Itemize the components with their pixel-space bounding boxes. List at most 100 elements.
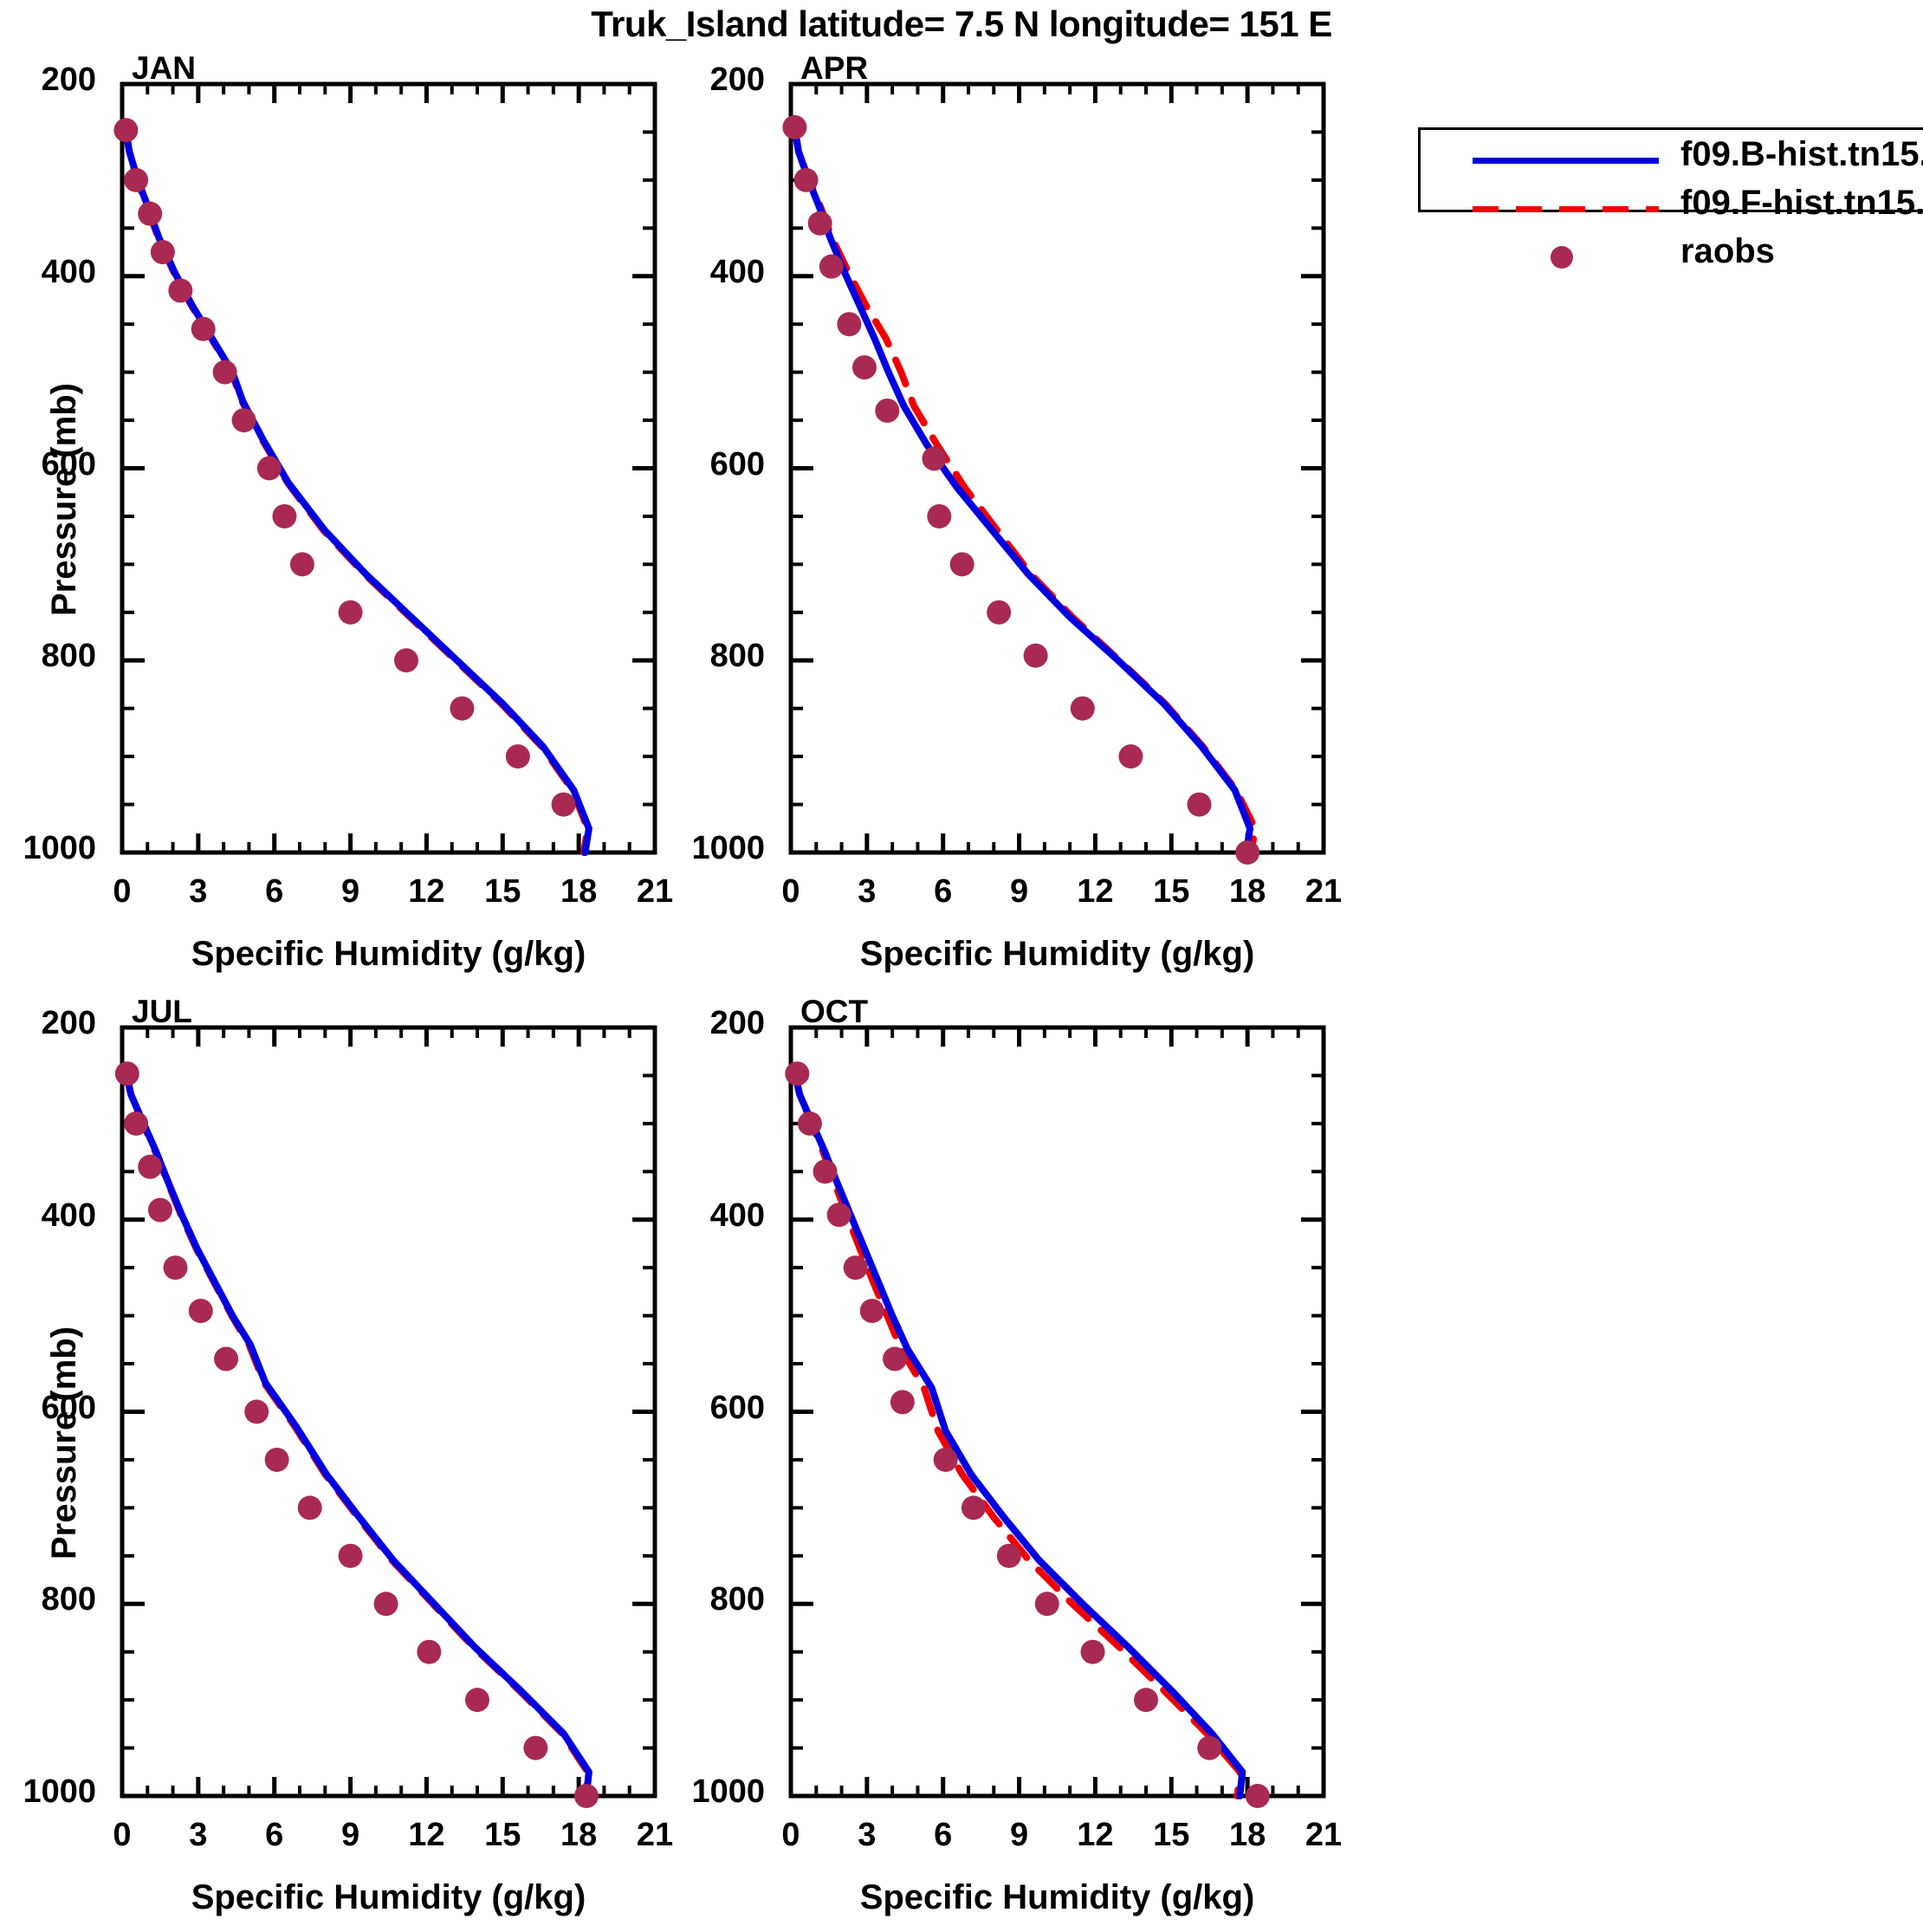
x-tick-label: 6 [934,1817,953,1853]
series-f-hist [790,119,1259,856]
x-tick-label: 15 [1153,873,1190,910]
x-tick-label: 0 [113,873,132,910]
legend-marker-icon [1551,246,1573,269]
raobs-marker [859,1299,884,1324]
y-tick-label: 1000 [23,830,96,866]
raobs-marker [1118,744,1143,769]
x-tick-label: 3 [858,873,877,910]
y-tick-label: 1000 [23,1773,96,1810]
raobs-marker [163,1255,188,1280]
x-tick-label: 3 [858,1817,877,1853]
raobs-marker [256,456,282,481]
raobs-marker [851,355,877,380]
x-tick-label: 0 [781,1817,800,1853]
y-tick-label: 200 [41,62,96,98]
raobs-marker [987,600,1012,625]
x-tick-label: 3 [189,873,208,910]
raobs-marker [465,1688,489,1713]
raobs-marker [124,167,149,192]
raobs-marker [933,1447,958,1472]
raobs-marker [837,312,862,337]
raobs-marker [212,360,237,385]
y-tick-label: 800 [709,1581,765,1618]
panel-plot-jul [114,1025,657,1808]
raobs-marker [1034,1592,1059,1617]
raobs-marker [505,744,530,769]
y-tick-label: 800 [41,638,96,675]
raobs-marker [188,1299,213,1324]
series-f-hist [121,121,592,856]
raobs-marker [150,240,175,265]
raobs-marker [996,1543,1021,1568]
x-tick-label: 18 [1229,873,1266,910]
legend-label: raobs [1680,232,1775,270]
x-axis-title: Specific Humidity (g/kg) [859,935,1255,973]
raobs-marker [875,398,900,423]
x-tick-label: 12 [1077,1817,1114,1853]
raobs-marker [191,316,216,341]
raobs-marker [890,1390,915,1415]
x-tick-label: 18 [1229,1817,1266,1853]
x-tick-label: 3 [189,1817,208,1853]
raobs-marker [797,1111,822,1136]
x-tick-label: 9 [340,1817,360,1853]
raobs-marker [927,503,952,528]
legend-line-icon [1473,158,1659,164]
legend-item: f09.B-hist.tn15.cmip6 [1421,135,1923,185]
x-axis-title: Specific Humidity (g/kg) [191,935,586,973]
raobs-marker [289,552,314,577]
x-tick-label: 18 [560,1817,598,1853]
series-b-hist [121,1065,592,1799]
raobs-marker [922,446,947,471]
panel-plot-oct [785,1025,1326,1808]
y-tick-label: 200 [41,1005,96,1041]
raobs-marker [338,600,363,625]
panel-label-jan: JAN [132,50,197,86]
legend-item: raobs [1421,232,1923,282]
raobs-marker [373,1592,398,1617]
y-tick-label: 1000 [691,1773,765,1810]
raobs-marker [114,1061,139,1086]
raobs-marker [819,254,844,279]
y-axis-title: Pressure (mb) [45,1326,83,1559]
x-tick-label: 21 [636,1817,674,1853]
y-tick-label: 600 [709,445,765,483]
raobs-marker [231,408,256,433]
raobs-marker [1245,1784,1270,1808]
legend: f09.B-hist.tn15.cmip6 f09.F-hist.tn15.ACm… [1418,127,1923,270]
x-tick-label: 12 [408,873,445,910]
y-tick-label: 200 [709,1005,765,1041]
raobs-marker [147,1197,172,1222]
raobs-marker [961,1495,986,1520]
y-tick-label: 400 [709,1196,765,1234]
y-tick-label: 400 [709,253,765,290]
raobs-marker [264,1447,289,1472]
panel-label-oct: OCT [800,994,869,1029]
raobs-marker [523,1735,548,1760]
raobs-marker [807,211,832,236]
raobs-marker [793,167,819,192]
panel-label-jul: JUL [132,994,192,1029]
y-tick-label: 800 [709,638,765,675]
x-tick-label: 6 [265,873,284,910]
y-tick-label: 400 [41,1196,96,1234]
x-tick-label: 6 [265,1817,284,1853]
raobs-marker [813,1159,838,1184]
figure-title: Truk_Island latitude= 7.5 N longitude= 1… [591,3,1332,44]
raobs-marker [394,648,418,673]
raobs-marker [1197,1735,1222,1760]
y-tick-label: 600 [41,445,96,483]
raobs-marker [826,1203,851,1228]
legend-label: f09.B-hist.tn15.cmip6 [1680,135,1923,173]
raobs-marker [1070,696,1095,721]
x-tick-label: 0 [113,1817,132,1853]
x-tick-label: 12 [408,1817,445,1853]
raobs-marker [843,1255,868,1280]
raobs-marker [1023,643,1048,668]
raobs-marker [214,1346,239,1371]
series-b-hist [790,119,1254,856]
raobs-marker [573,1784,599,1808]
raobs-marker [138,1154,163,1179]
raobs-marker [338,1543,363,1568]
